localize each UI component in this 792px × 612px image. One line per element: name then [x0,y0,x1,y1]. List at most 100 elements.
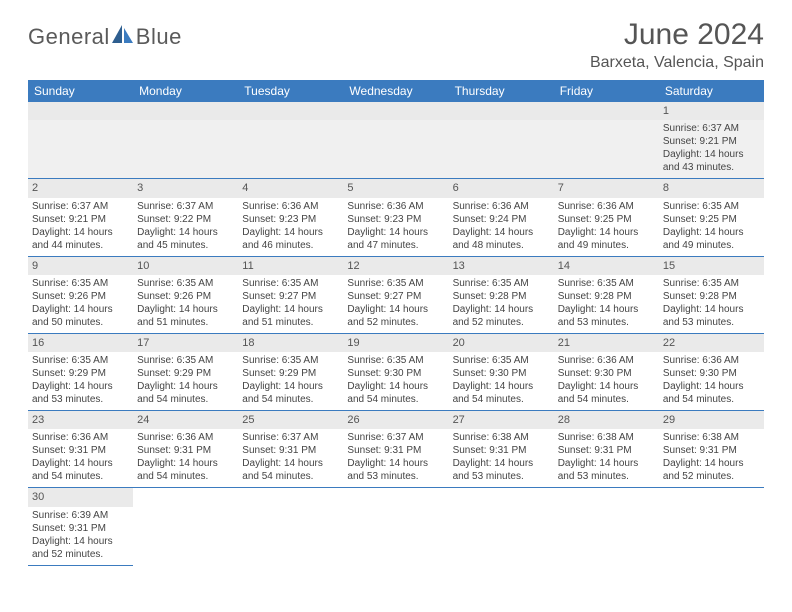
daylight-text: Daylight: 14 hours [558,226,655,239]
daylight-text: Daylight: 14 hours [347,226,444,239]
day-details: Sunrise: 6:38 AMSunset: 9:31 PMDaylight:… [449,429,554,487]
day-cell: 26Sunrise: 6:37 AMSunset: 9:31 PMDayligh… [343,411,448,488]
day-details: Sunrise: 6:35 AMSunset: 9:25 PMDaylight:… [659,198,764,256]
daylight-text: Daylight: 14 hours [558,380,655,393]
daylight-text: and 48 minutes. [453,239,550,252]
day-number: 24 [133,411,238,429]
sunrise-text: Sunrise: 6:37 AM [242,431,339,444]
sunrise-text: Sunrise: 6:39 AM [32,509,129,522]
daylight-text: Daylight: 14 hours [663,226,760,239]
daylight-text: Daylight: 14 hours [242,380,339,393]
day-details: Sunrise: 6:35 AMSunset: 9:26 PMDaylight:… [28,275,133,333]
day-details: Sunrise: 6:36 AMSunset: 9:31 PMDaylight:… [28,429,133,487]
daylight-text: Daylight: 14 hours [347,380,444,393]
calendar-body: 1Sunrise: 6:37 AMSunset: 9:21 PMDaylight… [28,102,764,565]
day-details: Sunrise: 6:37 AMSunset: 9:31 PMDaylight:… [343,429,448,487]
sunset-text: Sunset: 9:31 PM [663,444,760,457]
daylight-text: Daylight: 14 hours [32,457,129,470]
day-details: Sunrise: 6:37 AMSunset: 9:31 PMDaylight:… [238,429,343,487]
daylight-text: and 53 minutes. [663,316,760,329]
weekday-header: Saturday [659,80,764,102]
day-cell: 12Sunrise: 6:35 AMSunset: 9:27 PMDayligh… [343,256,448,333]
day-cell: 25Sunrise: 6:37 AMSunset: 9:31 PMDayligh… [238,411,343,488]
daylight-text: and 50 minutes. [32,316,129,329]
day-cell [28,102,133,179]
day-details: Sunrise: 6:35 AMSunset: 9:27 PMDaylight:… [238,275,343,333]
daylight-text: and 45 minutes. [137,239,234,252]
sunset-text: Sunset: 9:30 PM [347,367,444,380]
sunset-text: Sunset: 9:30 PM [663,367,760,380]
daylight-text: and 54 minutes. [558,393,655,406]
day-details: Sunrise: 6:35 AMSunset: 9:29 PMDaylight:… [28,352,133,410]
day-number: 22 [659,334,764,352]
sunset-text: Sunset: 9:30 PM [453,367,550,380]
sunset-text: Sunset: 9:22 PM [137,213,234,226]
daylight-text: Daylight: 14 hours [137,380,234,393]
sunrise-text: Sunrise: 6:35 AM [242,354,339,367]
daylight-text: Daylight: 14 hours [32,535,129,548]
sunrise-text: Sunrise: 6:36 AM [242,200,339,213]
weekday-header: Monday [133,80,238,102]
sunset-text: Sunset: 9:31 PM [242,444,339,457]
day-cell [343,488,448,565]
sunset-text: Sunset: 9:28 PM [558,290,655,303]
sunrise-text: Sunrise: 6:38 AM [663,431,760,444]
day-number: 25 [238,411,343,429]
daylight-text: and 49 minutes. [663,239,760,252]
daylight-text: Daylight: 14 hours [663,148,760,161]
sunset-text: Sunset: 9:31 PM [558,444,655,457]
sunset-text: Sunset: 9:31 PM [32,444,129,457]
daylight-text: and 49 minutes. [558,239,655,252]
daylight-text: and 54 minutes. [242,393,339,406]
daylight-text: and 53 minutes. [347,470,444,483]
daylight-text: and 54 minutes. [137,393,234,406]
day-cell [554,102,659,179]
sunrise-text: Sunrise: 6:35 AM [453,277,550,290]
day-number: 23 [28,411,133,429]
daylight-text: and 54 minutes. [32,470,129,483]
day-cell: 9Sunrise: 6:35 AMSunset: 9:26 PMDaylight… [28,256,133,333]
day-cell [554,488,659,565]
sunset-text: Sunset: 9:25 PM [558,213,655,226]
day-cell: 13Sunrise: 6:35 AMSunset: 9:28 PMDayligh… [449,256,554,333]
day-cell: 8Sunrise: 6:35 AMSunset: 9:25 PMDaylight… [659,179,764,256]
sunset-text: Sunset: 9:24 PM [453,213,550,226]
day-cell: 7Sunrise: 6:36 AMSunset: 9:25 PMDaylight… [554,179,659,256]
sunset-text: Sunset: 9:21 PM [32,213,129,226]
day-details: Sunrise: 6:36 AMSunset: 9:23 PMDaylight:… [343,198,448,256]
day-details: Sunrise: 6:38 AMSunset: 9:31 PMDaylight:… [659,429,764,487]
daylight-text: Daylight: 14 hours [663,380,760,393]
weekday-header: Tuesday [238,80,343,102]
day-number: 8 [659,179,764,197]
weekday-header-row: Sunday Monday Tuesday Wednesday Thursday… [28,80,764,102]
sunset-text: Sunset: 9:29 PM [137,367,234,380]
day-details: Sunrise: 6:37 AMSunset: 9:21 PMDaylight:… [28,198,133,256]
day-cell: 16Sunrise: 6:35 AMSunset: 9:29 PMDayligh… [28,333,133,410]
sunset-text: Sunset: 9:26 PM [137,290,234,303]
sunrise-text: Sunrise: 6:35 AM [558,277,655,290]
sunrise-text: Sunrise: 6:36 AM [663,354,760,367]
sunrise-text: Sunrise: 6:38 AM [453,431,550,444]
day-number: 3 [133,179,238,197]
sunrise-text: Sunrise: 6:35 AM [137,354,234,367]
day-cell: 27Sunrise: 6:38 AMSunset: 9:31 PMDayligh… [449,411,554,488]
daylight-text: and 47 minutes. [347,239,444,252]
day-number: 15 [659,257,764,275]
day-cell [133,488,238,565]
sunset-text: Sunset: 9:28 PM [453,290,550,303]
sunset-text: Sunset: 9:30 PM [558,367,655,380]
daylight-text: and 54 minutes. [453,393,550,406]
day-number: 11 [238,257,343,275]
day-details: Sunrise: 6:35 AMSunset: 9:29 PMDaylight:… [133,352,238,410]
daylight-text: and 44 minutes. [32,239,129,252]
sunrise-text: Sunrise: 6:36 AM [347,200,444,213]
day-cell [238,488,343,565]
calendar-table: Sunday Monday Tuesday Wednesday Thursday… [28,80,764,566]
day-number: 9 [28,257,133,275]
day-details: Sunrise: 6:38 AMSunset: 9:31 PMDaylight:… [554,429,659,487]
daylight-text: Daylight: 14 hours [453,380,550,393]
day-details: Sunrise: 6:35 AMSunset: 9:27 PMDaylight:… [343,275,448,333]
day-number: 1 [659,102,764,120]
day-number: 7 [554,179,659,197]
sunset-text: Sunset: 9:21 PM [663,135,760,148]
